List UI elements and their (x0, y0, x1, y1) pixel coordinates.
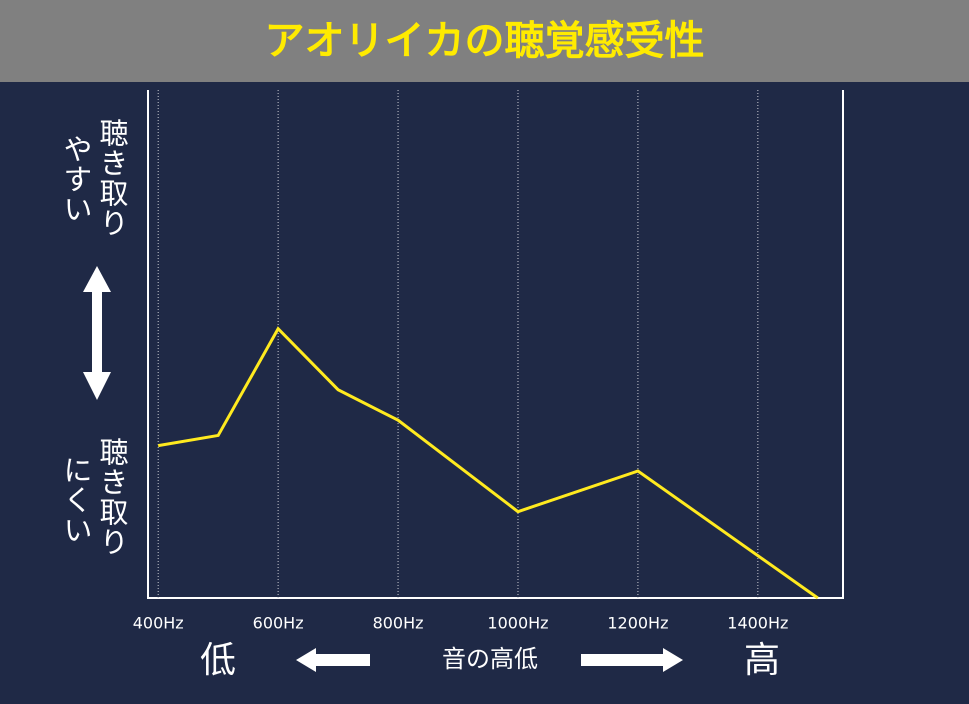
y-label-high: やすい (59, 134, 93, 224)
y-label-high: 聴き取り (95, 118, 129, 238)
title-bar (0, 0, 969, 82)
x-tick-label: 1000Hz (487, 614, 548, 633)
x-tick-label: 1200Hz (607, 614, 668, 633)
chart-title: アオリイカの聴覚感受性 (264, 18, 705, 64)
right-arrow (581, 648, 683, 672)
x-tick-label: 800Hz (373, 614, 424, 633)
x-tick-label: 1400Hz (727, 614, 788, 633)
left-arrow (296, 648, 370, 672)
y-label-low: 聴き取り (95, 437, 129, 557)
y-label-low: にくい (59, 455, 93, 545)
x-label: 音の高低 (442, 645, 538, 673)
x-tick-label: 600Hz (253, 614, 304, 633)
data-line (157, 326, 819, 600)
x-tick-label: 400Hz (133, 614, 184, 633)
x-label-low: 低 (200, 640, 236, 681)
x-label-high: 高 (744, 640, 780, 681)
double-arrow (83, 266, 111, 400)
